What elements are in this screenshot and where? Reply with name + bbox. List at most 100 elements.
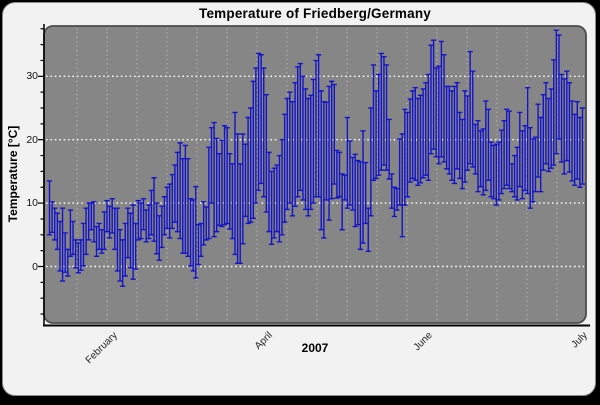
temperature-error-bar [402,108,408,206]
temperature-error-bar [428,44,434,155]
temperature-error-bar [548,88,554,169]
temperature-error-bar [206,146,212,240]
temperature-error-bar [271,167,277,239]
temperature-error-bar [91,201,97,243]
temperature-error-bar [349,156,356,211]
temperature-error-bar [83,207,89,256]
temperature-error-bar [159,205,165,249]
temperature-error-bar [253,67,259,204]
temperature-error-bar [365,207,371,252]
temperature-error-bar [164,186,170,230]
y-tick-label: 20 [26,133,38,146]
temperature-error-bar [172,164,178,223]
temperature-error-bar [154,202,160,255]
temperature-error-bar [323,101,330,201]
temperature-error-bar [360,130,366,244]
temperature-error-bar [187,197,194,267]
y-tick-label: 30 [26,70,38,83]
temperature-error-bar [135,199,141,241]
temperature-error-bar [373,90,379,180]
temperature-error-bar [579,107,586,185]
temperature-error-bar [266,151,272,233]
temperature-error-bar [237,163,243,265]
temperature-error-bar [564,70,570,162]
temperature-error-bar [464,95,471,171]
temperature-error-bar [133,222,139,270]
temperature-error-bar [255,52,262,192]
temperature-error-bar [114,207,121,272]
temperature-error-bar [169,173,175,230]
temperature-error-bar [480,128,486,196]
temperature-error-bar [522,125,528,192]
temperature-error-bar [436,65,442,165]
temperature-error-bar [478,130,484,188]
temperature-error-bar [498,129,505,195]
temperature-error-bar [415,97,421,187]
temperature-error-bar [318,90,324,231]
temperature-error-bar [378,52,384,171]
temperature-error-bar [109,197,115,234]
temperature-error-bar [394,187,400,211]
temperature-error-bar [127,212,134,269]
temperature-error-bar [558,73,565,163]
temperature-error-bar [146,204,152,240]
temperature-error-bar [545,97,552,173]
temperature-error-bar [336,151,343,198]
temperature-error-bar [532,136,539,193]
temperature-error-bar [368,107,374,217]
temperature-error-bar [386,118,392,180]
y-axis-title: Temperature [°C] [6,125,20,223]
temperature-error-bar [519,130,526,200]
temperature-error-bar [156,215,162,261]
temperature-error-bar [300,75,306,201]
temperature-error-bar [88,202,94,231]
temperature-error-bar [177,142,183,240]
temperature-error-bar [70,220,76,256]
temperature-error-bar [339,173,345,231]
temperature-error-bar [305,97,311,217]
temperature-error-bar [174,151,181,233]
temperature-error-bar [167,183,173,239]
temperature-error-bar [295,66,301,198]
temperature-error-bar [491,144,497,200]
temperature-error-bar [577,116,583,188]
temperature-error-bar [397,138,403,206]
temperature-error-bar [553,29,559,155]
temperature-error-bar [551,59,557,166]
temperature-error-bar [258,54,264,185]
temperature-error-bar [370,64,377,181]
temperature-error-bar [67,209,74,258]
temperature-error-bar [227,152,233,230]
temperature-error-bar [130,204,136,280]
temperature-error-bar [224,126,230,225]
temperature-error-bar [446,85,452,175]
temperature-error-bar [96,222,102,251]
temperature-error-bar [125,207,131,259]
temperature-error-bar [263,93,269,213]
temperature-error-bar [308,94,314,211]
temperature-error-bar [493,143,499,206]
temperature-error-bar [470,70,476,168]
temperature-error-bar [457,111,463,180]
temperature-error-bar [268,170,275,246]
temperature-error-bar [517,111,523,188]
temperature-error-bar [117,229,123,282]
temperature-error-bar [310,78,316,204]
temperature-error-bar [65,248,71,277]
temperature-error-bar [140,197,147,231]
temperature-error-bar [240,133,246,245]
temperature-error-bar [530,138,536,203]
temperature-error-bar [208,126,215,204]
temperature-error-bar [193,185,199,279]
temperature-error-bar [488,141,494,198]
temperature-error-bar [344,116,350,209]
temperature-error-bar [430,39,437,150]
temperature-error-bar [120,239,126,287]
temperature-error-bar [148,189,154,236]
temperature-error-bar [417,94,424,184]
temperature-error-bar [407,98,413,183]
temperature-error-bar [78,239,84,272]
temperature-error-bar [556,34,562,140]
